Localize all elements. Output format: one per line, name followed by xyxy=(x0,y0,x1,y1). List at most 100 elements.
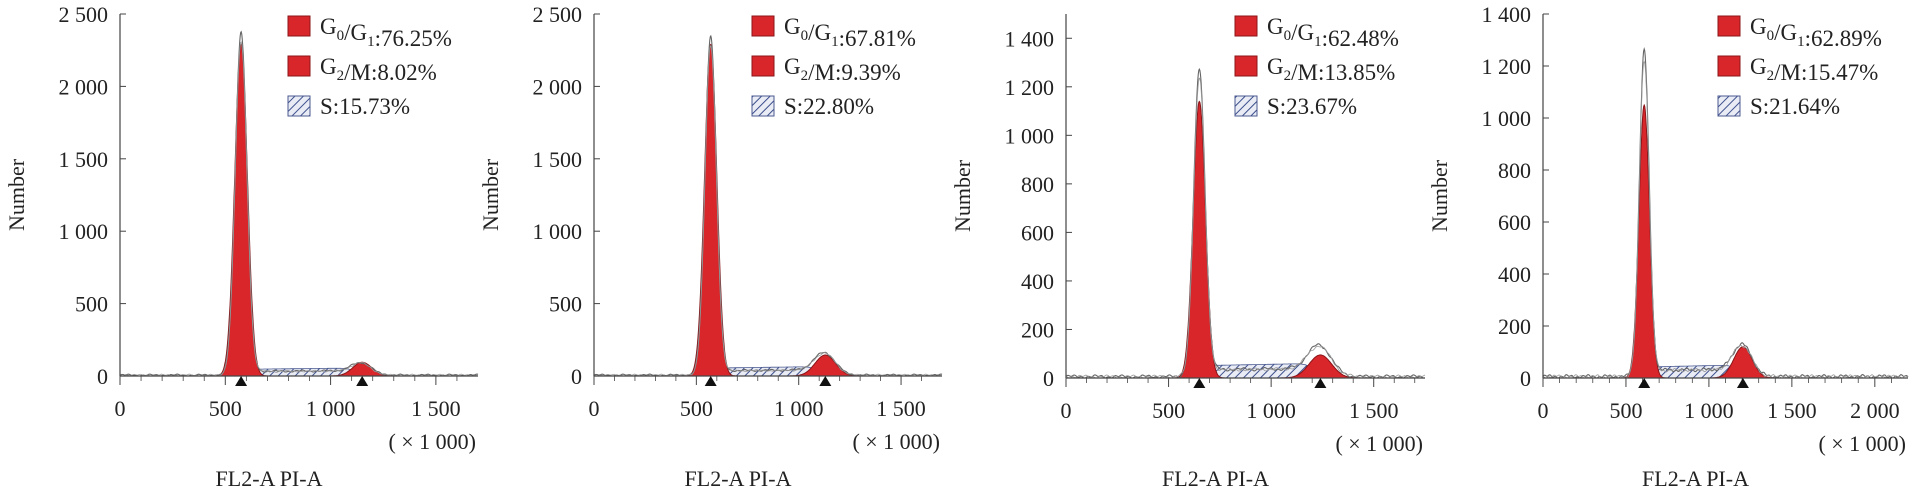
y-tick-label: 1 000 xyxy=(1482,106,1532,131)
legend-text-part: G xyxy=(320,54,337,79)
legend-text-part: :62.89% xyxy=(1805,26,1882,51)
raw-histogram-trace xyxy=(1065,67,1426,379)
legend-text-part: /G xyxy=(344,20,367,45)
chart-panel-3: 0 200 400 600 800 1 000 1 200 1 400 0 500 1 000 1 5… xyxy=(950,14,1426,491)
chart-panel-1: 0 500 1 000 1 500 2 000 2 500 0 500 1 000 1 500 ( … xyxy=(4,2,479,491)
x-tick-label: 0 xyxy=(1538,398,1549,423)
legend-text-part: :15.73% xyxy=(333,94,410,119)
peak-marker-triangle xyxy=(819,376,832,386)
y-tick-label: 2 500 xyxy=(533,2,583,27)
legend-text-part: G xyxy=(1750,14,1767,39)
x-unit-label: ( × 1 000) xyxy=(1335,431,1423,456)
legend-text-part: :15.47% xyxy=(1801,60,1878,85)
legend-label-3: S:15.73% xyxy=(320,94,410,119)
y-tick-label: 0 xyxy=(1520,366,1531,391)
y-tick-label: 0 xyxy=(97,364,108,389)
x-axis-title: FL2-A PI-A xyxy=(216,466,323,491)
y-tick-label: 1 400 xyxy=(1482,2,1532,27)
legend-text-part: 0 xyxy=(337,28,345,44)
raw-histogram-trace xyxy=(593,34,943,377)
x-tick-label: 0 xyxy=(589,396,600,421)
legend-text-part: S xyxy=(320,94,333,119)
y-tick-label: 1 500 xyxy=(533,147,583,172)
legend-text-part: 2 xyxy=(801,68,809,84)
y-tick-label: 1 000 xyxy=(59,219,109,244)
legend-text-part: :9.39% xyxy=(835,60,901,85)
legend-label-2: G2/M:9.39% xyxy=(784,54,901,85)
peak-marker-triangle xyxy=(1193,378,1206,388)
y-axis-title: Number xyxy=(4,158,29,231)
y-axis-title: Number xyxy=(1427,159,1452,232)
y-tick-label: 500 xyxy=(75,292,108,317)
x-tick-label: 1 000 xyxy=(1684,398,1734,423)
y-tick-label: 1 000 xyxy=(533,219,583,244)
legend-swatch-3 xyxy=(287,95,311,117)
x-unit-label: ( × 1 000) xyxy=(852,429,940,454)
y-tick-label: 2 000 xyxy=(533,74,583,99)
y-axis-title: Number xyxy=(950,159,975,232)
legend-text-part: /G xyxy=(1774,20,1797,45)
g0g1-peak-area xyxy=(594,43,942,377)
y-tick-label: 600 xyxy=(1021,220,1054,245)
x-tick-label: 500 xyxy=(680,396,713,421)
legend-text-part: /M xyxy=(1774,60,1801,85)
x-axis-title: FL2-A PI-A xyxy=(1642,466,1749,491)
legend-text-part: G xyxy=(1750,54,1767,79)
legend-label-2: G2/M:15.47% xyxy=(1750,54,1878,85)
legend-label-1: G0/G1:76.25% xyxy=(320,14,452,51)
legend-text-part: /G xyxy=(1291,20,1314,45)
legend-swatch-2 xyxy=(287,55,311,77)
g0g1-peak-area xyxy=(1066,100,1425,379)
x-axis-title: FL2-A PI-A xyxy=(1162,466,1269,491)
raw-histogram-trace xyxy=(1542,47,1909,379)
raw-histogram-trace-2 xyxy=(1065,77,1426,379)
x-axis-title: FL2-A PI-A xyxy=(685,466,792,491)
legend-text-part: G xyxy=(1267,54,1284,79)
y-tick-label: 1 200 xyxy=(1005,75,1055,100)
peak-marker-triangle xyxy=(1638,378,1651,388)
legend-swatch-1 xyxy=(751,15,775,37)
y-tick-label: 1 400 xyxy=(1005,26,1055,51)
legend-swatch-1 xyxy=(287,15,311,37)
y-axis-title: Number xyxy=(478,158,503,231)
legend-label-3: S:21.64% xyxy=(1750,94,1840,119)
legend-text-part: :76.25% xyxy=(375,26,452,51)
x-tick-label: 1 000 xyxy=(1246,398,1296,423)
legend-text-part: :62.48% xyxy=(1322,26,1399,51)
chart-panel-2: 0 500 1 000 1 500 2 000 2 500 0 500 1 000 1 500 ( … xyxy=(478,2,943,491)
y-tick-label: 200 xyxy=(1498,314,1531,339)
x-tick-label: 1 000 xyxy=(774,396,824,421)
y-tick-label: 800 xyxy=(1498,158,1531,183)
legend-swatch-2 xyxy=(1717,55,1741,77)
y-tick-label: 500 xyxy=(549,292,582,317)
raw-histogram-trace-2 xyxy=(1542,60,1909,379)
legend-text-part: S xyxy=(784,94,797,119)
legend-text-part: G xyxy=(1267,14,1284,39)
x-tick-label: 500 xyxy=(1152,398,1185,423)
legend-text-part: 2 xyxy=(1284,68,1292,84)
x-unit-label: ( × 1 000) xyxy=(1818,431,1906,456)
legend-text-part: 0 xyxy=(1284,28,1292,44)
legend-text-part: S xyxy=(1267,94,1280,119)
legend-text-part: :67.81% xyxy=(839,26,916,51)
legend-text-part: :22.80% xyxy=(797,94,874,119)
legend-label-3: S:23.67% xyxy=(1267,94,1357,119)
chart-panel-4: 0 200 400 600 800 1 000 1 200 1 400 0 500 1 000 1 5… xyxy=(1427,2,1909,491)
x-unit-label: ( × 1 000) xyxy=(388,429,476,454)
legend-text-part: :21.64% xyxy=(1763,94,1840,119)
legend-swatch-3 xyxy=(751,95,775,117)
legend-text-part: G xyxy=(784,14,801,39)
x-tick-label: 1 500 xyxy=(1349,398,1399,423)
x-tick-label: 1 500 xyxy=(411,396,461,421)
y-tick-label: 200 xyxy=(1021,317,1054,342)
x-tick-label: 500 xyxy=(209,396,242,421)
y-tick-label: 1 500 xyxy=(59,147,109,172)
legend-text-part: /M xyxy=(1291,60,1318,85)
y-tick-label: 400 xyxy=(1021,269,1054,294)
y-tick-label: 600 xyxy=(1498,210,1531,235)
legend-swatch-3 xyxy=(1717,95,1741,117)
legend-swatch-2 xyxy=(751,55,775,77)
legend-text-part: /M xyxy=(344,60,371,85)
y-tick-label: 1 000 xyxy=(1005,123,1055,148)
